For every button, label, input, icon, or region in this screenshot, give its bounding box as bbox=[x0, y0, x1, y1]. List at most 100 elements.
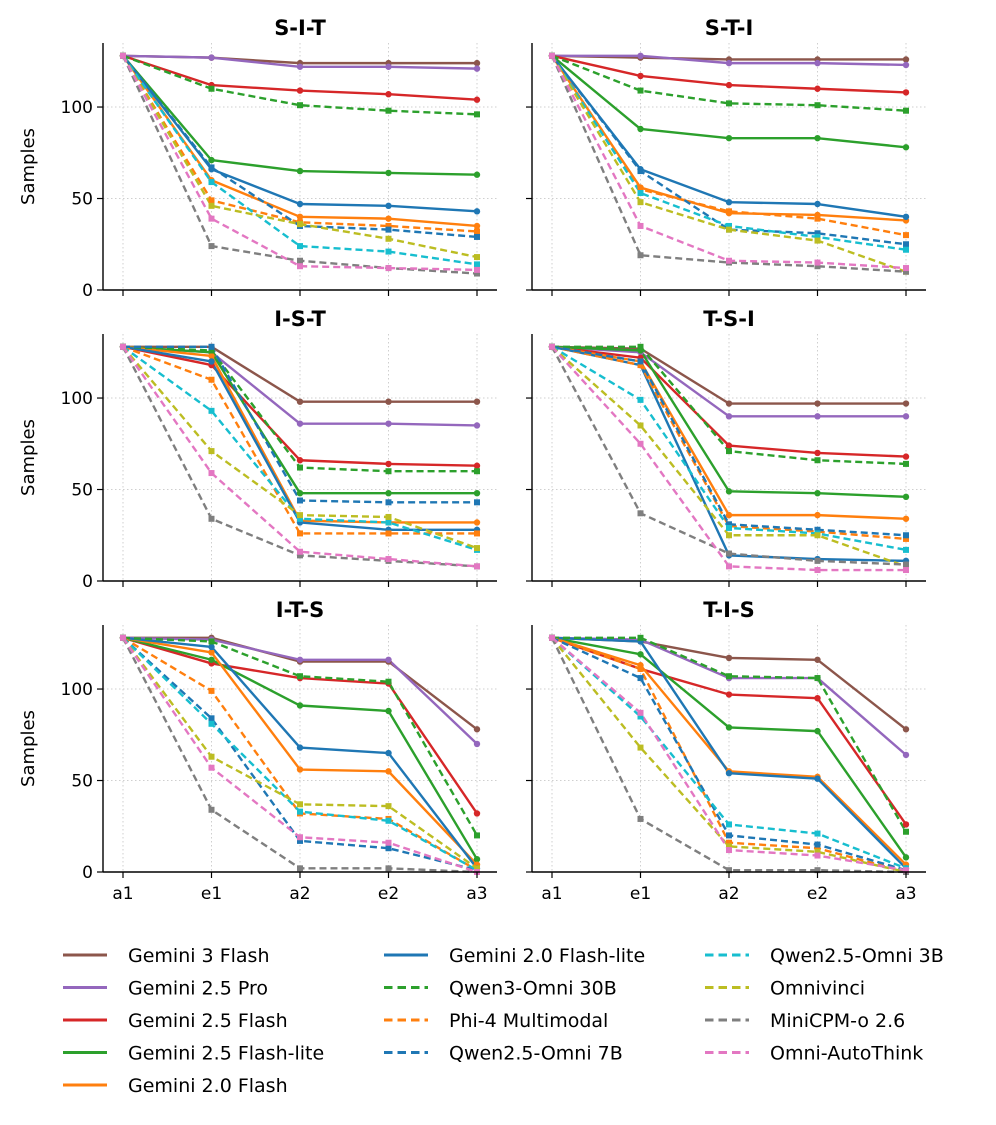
data-point-qwen3-omni-30b bbox=[385, 468, 392, 475]
data-point-qwen2-5-omni-7b bbox=[208, 343, 215, 350]
data-point-gemini-2-5-flash bbox=[385, 460, 392, 468]
data-point-qwen2-5-omni-7b bbox=[385, 499, 392, 506]
data-point-omni-autothink bbox=[208, 764, 215, 771]
data-point-gemini-2-5-flash-lite bbox=[902, 854, 910, 861]
y-tick-label: 100 bbox=[61, 98, 93, 118]
data-point-qwen3-omni-30b bbox=[814, 102, 821, 109]
y-tick-label: 50 bbox=[71, 190, 93, 210]
data-point-omni-autothink bbox=[208, 470, 215, 477]
data-point-omni-autothink bbox=[297, 548, 303, 555]
series-line-omnivinci bbox=[550, 55, 907, 273]
y-tick-label: 0 bbox=[82, 863, 93, 883]
data-point-minicpm-o-2-6 bbox=[297, 865, 303, 872]
x-tick-label: a2 bbox=[289, 884, 310, 904]
data-point-phi-4-multimodal bbox=[637, 665, 644, 672]
y-tick-label: 0 bbox=[82, 572, 93, 592]
data-point-gemini-3-flash bbox=[473, 726, 481, 733]
data-point-gemini-3-flash bbox=[385, 398, 392, 405]
data-point-gemini-2-5-pro bbox=[814, 413, 821, 420]
data-point-omnivinci bbox=[814, 237, 821, 244]
data-point-qwen2-5-omni-3b bbox=[385, 519, 392, 526]
data-point-gemini-2-0-flash bbox=[725, 511, 733, 519]
data-point-qwen2-5-omni-3b bbox=[726, 821, 732, 828]
data-point-omnivinci bbox=[208, 202, 215, 209]
data-point-gemini-2-5-flash bbox=[725, 442, 733, 449]
data-point-omnivinci bbox=[385, 513, 392, 520]
data-point-omnivinci bbox=[297, 221, 303, 228]
data-point-gemini-3-flash bbox=[902, 56, 910, 63]
x-tick-label: e1 bbox=[630, 884, 651, 904]
data-point-phi-4-multimodal bbox=[726, 839, 732, 846]
data-point-gemini-3-flash bbox=[902, 726, 910, 733]
data-point-phi-4-multimodal bbox=[385, 222, 392, 229]
legend-label: Omnivinci bbox=[770, 978, 865, 1000]
legend-label: MiniCPM-o 2.6 bbox=[770, 1010, 905, 1032]
data-point-phi-4-multimodal bbox=[814, 215, 821, 222]
data-point-qwen3-omni-30b bbox=[208, 347, 215, 354]
data-point-phi-4-multimodal bbox=[297, 530, 303, 537]
data-point-omnivinci bbox=[385, 235, 392, 242]
data-point-gemini-3-flash bbox=[473, 398, 481, 405]
data-point-gemini-3-flash bbox=[473, 59, 481, 67]
legend-label: Qwen2.5-Omni 3B bbox=[770, 945, 944, 967]
data-point-gemini-2-5-flash bbox=[725, 691, 733, 698]
data-point-gemini-2-0-flash bbox=[296, 213, 304, 221]
data-point-omnivinci bbox=[637, 199, 644, 206]
data-point-qwen3-omni-30b bbox=[903, 460, 909, 467]
series-line-phi-4-multimodal bbox=[122, 345, 477, 535]
data-point-gemini-2-5-flash-lite bbox=[385, 169, 392, 177]
data-point-qwen2-5-omni-3b bbox=[814, 830, 821, 837]
data-point-gemini-2-5-pro bbox=[473, 740, 481, 748]
data-point-gemini-2-0-flash bbox=[473, 519, 481, 526]
data-point-gemini-2-5-pro bbox=[902, 413, 910, 420]
data-point-gemini-2-5-flash-lite bbox=[902, 493, 910, 501]
data-point-omnivinci bbox=[726, 226, 732, 233]
data-point-qwen2-5-omni-3b bbox=[208, 407, 215, 414]
data-point-omnivinci bbox=[208, 753, 215, 760]
data-point-phi-4-multimodal bbox=[903, 535, 909, 542]
data-point-phi-4-multimodal bbox=[814, 845, 821, 852]
data-point-gemini-3-flash bbox=[725, 400, 733, 407]
data-point-omni-autothink bbox=[120, 52, 126, 59]
data-point-gemini-2-5-flash bbox=[814, 694, 821, 702]
data-point-omnivinci bbox=[637, 422, 644, 429]
data-point-gemini-2-0-flash-lite bbox=[902, 213, 910, 221]
x-tick-label: a3 bbox=[895, 884, 916, 904]
y-tick-label: 100 bbox=[61, 389, 93, 409]
x-tick-label: a3 bbox=[466, 884, 487, 904]
data-point-qwen2-5-omni-7b bbox=[208, 164, 215, 171]
data-point-qwen2-5-omni-3b bbox=[297, 243, 303, 250]
data-point-omni-autothink bbox=[385, 265, 392, 272]
legend-item-gemini-3-flash: Gemini 3 Flash bbox=[63, 945, 269, 967]
data-point-gemini-2-5-pro bbox=[385, 656, 392, 663]
data-point-gemini-2-5-flash-lite bbox=[725, 134, 733, 142]
data-point-minicpm-o-2-6 bbox=[814, 557, 821, 564]
data-point-qwen3-omni-30b bbox=[297, 102, 303, 109]
data-point-qwen3-omni-30b bbox=[208, 85, 215, 92]
x-tick-label: e1 bbox=[201, 884, 222, 904]
data-point-minicpm-o-2-6 bbox=[208, 243, 215, 250]
data-point-omni-autothink bbox=[474, 563, 480, 570]
data-point-phi-4-multimodal bbox=[637, 186, 644, 193]
data-point-gemini-2-5-pro bbox=[473, 65, 481, 72]
data-point-phi-4-multimodal bbox=[474, 228, 480, 235]
data-point-qwen2-5-omni-3b bbox=[637, 190, 644, 197]
data-point-qwen2-5-omni-3b bbox=[726, 222, 732, 229]
legend-label: Qwen3-Omni 30B bbox=[449, 978, 617, 1000]
panel-title: I-S-T bbox=[274, 307, 326, 331]
data-point-omnivinci bbox=[726, 843, 732, 850]
data-point-gemini-2-0-flash-lite bbox=[296, 744, 304, 751]
panel-i-t-s: a1 e1 a2 e2 a3 0 50 100 Samples I-T-S bbox=[18, 598, 497, 904]
data-point-omni-autothink bbox=[814, 852, 821, 859]
data-point-phi-4-multimodal bbox=[385, 530, 392, 537]
data-point-gemini-2-5-flash bbox=[902, 821, 910, 828]
data-point-omnivinci bbox=[208, 448, 215, 455]
data-point-gemini-2-0-flash bbox=[296, 766, 304, 773]
data-point-minicpm-o-2-6 bbox=[726, 867, 732, 874]
x-tick-label: e2 bbox=[378, 884, 399, 904]
data-point-gemini-2-5-flash-lite bbox=[296, 167, 304, 175]
data-point-omni-autothink bbox=[474, 266, 480, 273]
data-point-gemini-2-0-flash-lite bbox=[385, 749, 392, 757]
data-point-gemini-2-5-pro bbox=[296, 656, 304, 663]
